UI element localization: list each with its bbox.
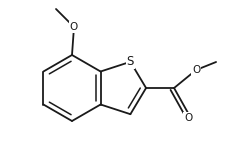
Text: O: O [192, 65, 200, 75]
Text: S: S [127, 55, 134, 68]
Text: O: O [184, 113, 192, 123]
Text: O: O [70, 22, 78, 32]
